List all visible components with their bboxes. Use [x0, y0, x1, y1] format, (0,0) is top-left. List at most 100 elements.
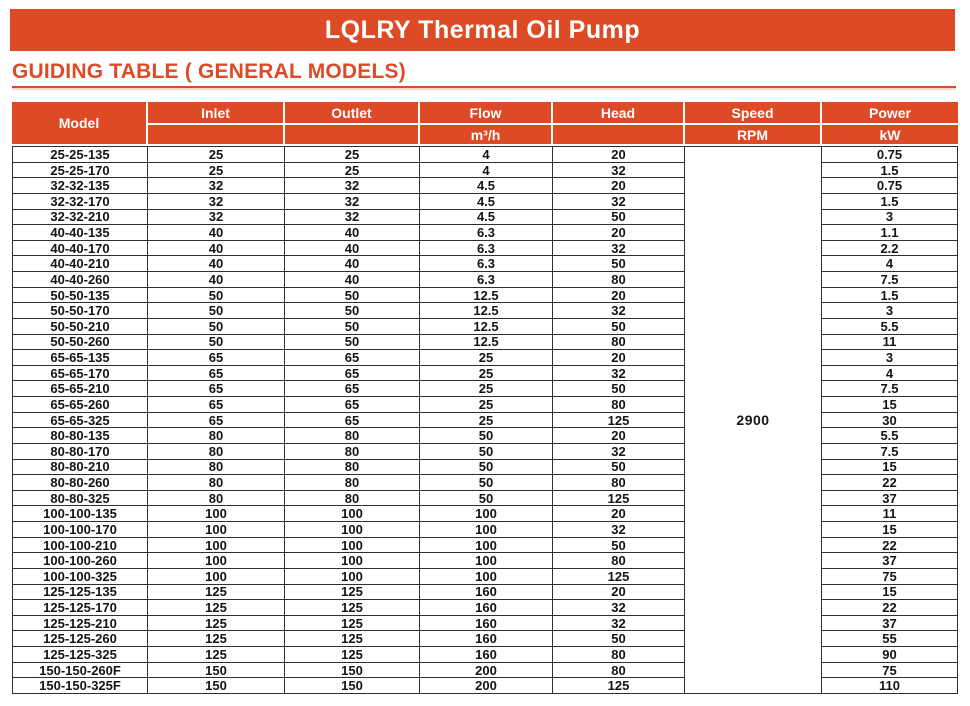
cell-inlet: 50 [148, 318, 285, 335]
col-header-speed-unit: RPM [685, 125, 822, 146]
cell-inlet: 100 [148, 522, 285, 538]
cell-power: 75 [822, 568, 958, 585]
cell-outlet: 65 [285, 365, 420, 382]
cell-inlet: 40 [148, 240, 285, 257]
cell-power: 37 [822, 490, 958, 507]
cell-outlet: 32 [285, 209, 420, 226]
cell-model: 100-100-210 [12, 537, 148, 554]
cell-power: 37 [822, 553, 958, 569]
cell-head: 50 [553, 209, 685, 226]
table-row: 65-65-325 65 65 25 125 30 [12, 412, 958, 429]
table-row: 32-32-210 32 32 4.5 50 3 [12, 209, 958, 226]
cell-head: 125 [553, 568, 685, 585]
cell-inlet: 80 [148, 428, 285, 444]
speed-value-cell: 2900 [685, 146, 822, 694]
cell-model: 80-80-325 [12, 490, 148, 507]
cell-outlet: 80 [285, 459, 420, 476]
cell-outlet: 125 [285, 584, 420, 601]
cell-head: 80 [553, 662, 685, 679]
title-bar: LQLRY Thermal Oil Pump [10, 9, 955, 51]
cell-inlet: 80 [148, 459, 285, 476]
col-header-outlet-unit [285, 125, 420, 146]
cell-model: 25-25-135 [12, 146, 148, 163]
cell-inlet: 80 [148, 443, 285, 460]
cell-inlet: 32 [148, 193, 285, 210]
cell-inlet: 65 [148, 397, 285, 413]
table-row: 150-150-325F 150 150 200 125 110 [12, 678, 958, 694]
cell-inlet: 65 [148, 350, 285, 366]
cell-outlet: 100 [285, 568, 420, 585]
cell-flow: 12.5 [420, 303, 553, 319]
cell-inlet: 100 [148, 568, 285, 585]
cell-head: 20 [553, 287, 685, 304]
cell-head: 80 [553, 334, 685, 351]
cell-flow: 12.5 [420, 318, 553, 335]
cell-outlet: 32 [285, 193, 420, 210]
cell-head: 20 [553, 584, 685, 601]
cell-flow: 100 [420, 522, 553, 538]
cell-outlet: 50 [285, 303, 420, 319]
cell-model: 125-125-325 [12, 647, 148, 663]
table-row: 65-65-135 65 65 25 20 3 [12, 350, 958, 366]
cell-model: 50-50-170 [12, 303, 148, 319]
cell-outlet: 65 [285, 397, 420, 413]
cell-head: 20 [553, 506, 685, 523]
cell-power: 5.5 [822, 318, 958, 335]
cell-head: 32 [553, 522, 685, 538]
cell-model: 65-65-260 [12, 397, 148, 413]
section-heading: GUIDING TABLE ( GENERAL MODELS) [12, 60, 406, 83]
cell-power: 15 [822, 459, 958, 476]
cell-model: 65-65-210 [12, 381, 148, 398]
table-row: 100-100-135 100 100 100 20 11 [12, 506, 958, 523]
table-row: 150-150-260F 150 150 200 80 75 [12, 662, 958, 679]
cell-model: 100-100-170 [12, 522, 148, 538]
table-body: 25-25-135 25 25 4 20 2900 0.75 25-25-170 25 25 4 32… [12, 146, 958, 694]
cell-inlet: 65 [148, 412, 285, 429]
cell-flow: 50 [420, 475, 553, 491]
page-title: LQLRY Thermal Oil Pump [324, 15, 641, 44]
table-row: 80-80-210 80 80 50 50 15 [12, 459, 958, 476]
cell-model: 80-80-260 [12, 475, 148, 491]
cell-power: 0.75 [822, 146, 958, 163]
cell-inlet: 50 [148, 334, 285, 351]
cell-outlet: 80 [285, 490, 420, 507]
cell-head: 125 [553, 490, 685, 507]
cell-inlet: 40 [148, 256, 285, 273]
table-row: 65-65-170 65 65 25 32 4 [12, 365, 958, 382]
cell-inlet: 100 [148, 553, 285, 569]
cell-model: 40-40-210 [12, 256, 148, 273]
cell-outlet: 50 [285, 334, 420, 351]
cell-model: 100-100-135 [12, 506, 148, 523]
cell-flow: 160 [420, 615, 553, 632]
pump-spec-table: Model Inlet Outlet Flow Head Speed Power… [12, 102, 958, 694]
cell-flow: 12.5 [420, 334, 553, 351]
cell-power: 11 [822, 506, 958, 523]
cell-power: 7.5 [822, 272, 958, 288]
cell-inlet: 125 [148, 584, 285, 601]
cell-flow: 25 [420, 365, 553, 382]
cell-outlet: 125 [285, 631, 420, 648]
cell-inlet: 125 [148, 615, 285, 632]
cell-power: 30 [822, 412, 958, 429]
table-header: Model Inlet Outlet Flow Head Speed Power… [12, 102, 958, 146]
table-row: 65-65-260 65 65 25 80 15 [12, 397, 958, 413]
table-row: 40-40-260 40 40 6.3 80 7.5 [12, 272, 958, 288]
table-row: 80-80-170 80 80 50 32 7.5 [12, 443, 958, 460]
cell-outlet: 100 [285, 537, 420, 554]
cell-inlet: 40 [148, 272, 285, 288]
cell-head: 50 [553, 631, 685, 648]
cell-head: 20 [553, 350, 685, 366]
cell-power: 5.5 [822, 428, 958, 444]
cell-inlet: 100 [148, 506, 285, 523]
cell-flow: 6.3 [420, 240, 553, 257]
cell-flow: 25 [420, 381, 553, 398]
cell-flow: 4.5 [420, 193, 553, 210]
cell-model: 50-50-260 [12, 334, 148, 351]
table-row: 80-80-135 80 80 50 20 5.5 [12, 428, 958, 444]
col-header-model: Model [12, 102, 148, 146]
cell-outlet: 150 [285, 662, 420, 679]
table-row: 25-25-135 25 25 4 20 2900 0.75 [12, 146, 958, 694]
cell-inlet: 150 [148, 662, 285, 679]
table-row: 80-80-325 80 80 50 125 37 [12, 490, 958, 507]
cell-flow: 100 [420, 537, 553, 554]
